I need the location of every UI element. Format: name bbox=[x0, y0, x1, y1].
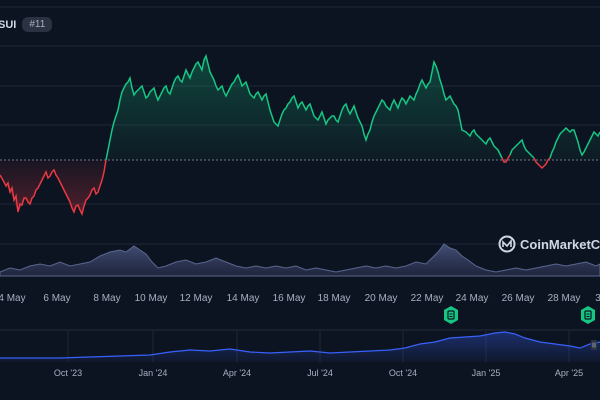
green-area-fill bbox=[106, 56, 600, 168]
news-document-icon[interactable] bbox=[580, 306, 596, 324]
x-tick: 14 May bbox=[226, 293, 260, 304]
price-line-down-segment bbox=[501, 154, 511, 163]
navigator-drag-handle[interactable] bbox=[591, 340, 597, 350]
navigator-tick: Apr '25 bbox=[554, 368, 584, 378]
x-tick: 12 May bbox=[179, 293, 213, 304]
x-tick: 3 bbox=[595, 293, 600, 304]
x-tick: 4 May bbox=[0, 293, 26, 304]
x-tick: 20 May bbox=[364, 293, 398, 304]
price-line-down-segment-2 bbox=[533, 157, 551, 170]
coin-header: SUI #11 bbox=[0, 17, 53, 32]
x-tick: 28 May bbox=[547, 293, 581, 304]
x-tick: 6 May bbox=[43, 293, 71, 304]
x-tick: 18 May bbox=[317, 293, 351, 304]
navigator-tick: Jul '24 bbox=[307, 368, 333, 378]
x-tick: 8 May bbox=[93, 293, 121, 304]
navigator-line bbox=[0, 331, 600, 359]
coin-symbol: SUI bbox=[0, 18, 17, 31]
navigator-tick: Jan '24 bbox=[138, 368, 168, 378]
grid-lines bbox=[0, 6, 600, 245]
brand-watermark: CoinMarketCap bbox=[498, 235, 600, 253]
navigator-tick: Jan '25 bbox=[471, 368, 501, 378]
x-tick: 26 May bbox=[501, 293, 535, 304]
rank-badge: #11 bbox=[22, 17, 53, 32]
brand-name: CoinMarketCap bbox=[520, 236, 600, 252]
news-document-icon[interactable] bbox=[443, 306, 459, 324]
price-line-up-segment-2 bbox=[549, 126, 600, 159]
volume-area bbox=[0, 243, 600, 277]
price-line-down bbox=[0, 159, 107, 217]
navigator-tick: Oct '24 bbox=[388, 368, 418, 378]
x-tick: 22 May bbox=[410, 293, 444, 304]
coinmarketcap-logo-icon bbox=[498, 235, 516, 253]
navigator-tick: Oct '23 bbox=[53, 368, 83, 378]
x-tick: 16 May bbox=[272, 293, 306, 304]
price-line-up-segment bbox=[509, 138, 535, 159]
red-area-fill bbox=[0, 160, 106, 214]
navigator-area bbox=[0, 332, 600, 362]
x-tick: 24 May bbox=[455, 293, 489, 304]
x-tick: 10 May bbox=[134, 293, 168, 304]
price-line-up bbox=[105, 53, 503, 161]
navigator-tick: Apr '24 bbox=[222, 368, 252, 378]
